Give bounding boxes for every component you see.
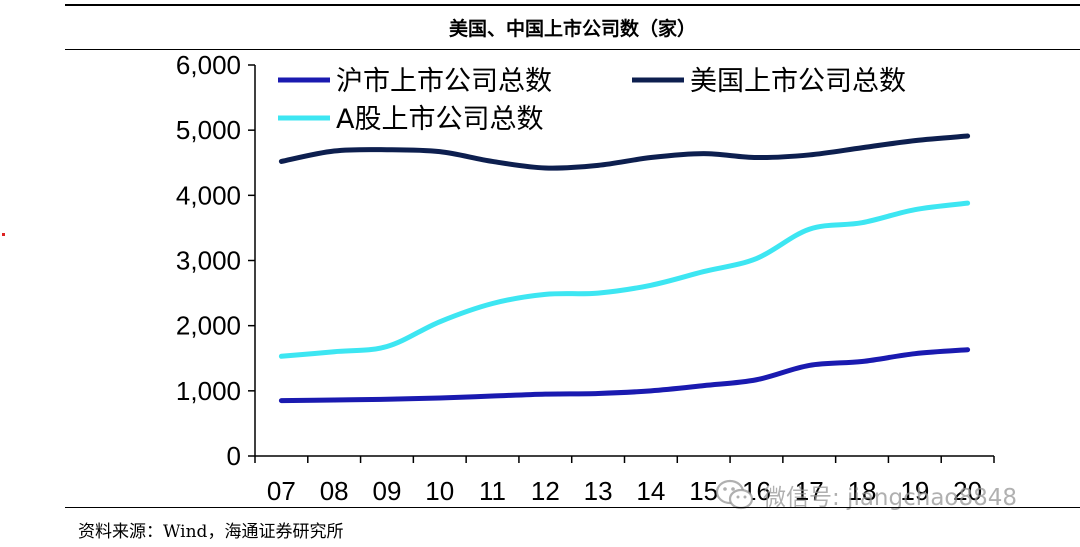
- x-tick-label: 08: [320, 476, 349, 506]
- chart-title: 美国、中国上市公司数（家）: [448, 18, 696, 40]
- y-tick-label: 5,000: [176, 115, 241, 145]
- x-tick-label: 07: [267, 476, 296, 506]
- y-tick-label: 2,000: [176, 311, 241, 341]
- x-tick-label: 19: [900, 476, 929, 506]
- x-tick-label: 18: [848, 476, 877, 506]
- stray-mark: [2, 233, 5, 236]
- y-tick-label: 1,000: [176, 376, 241, 406]
- bottom-divider: [65, 507, 1080, 508]
- x-tick-label: 11: [479, 476, 506, 506]
- x-tick-label: 20: [953, 476, 982, 506]
- x-tick-label: 17: [795, 476, 824, 506]
- title-divider: [65, 49, 1080, 50]
- series-line-3: [278, 200, 971, 359]
- x-tick-label: 14: [636, 476, 665, 506]
- y-tick-label: 0: [227, 441, 241, 471]
- y-tick-label: 6,000: [176, 50, 241, 80]
- top-border: [65, 4, 1080, 6]
- chart-axes: 0 1,000 2,000 3,000 4,000 5,000 6,000 07 08 09 10 1…: [176, 50, 995, 506]
- legend-label: A股上市公司总数: [336, 104, 543, 135]
- x-tick-label: 09: [373, 476, 402, 506]
- x-tick-label: 10: [425, 476, 454, 506]
- x-tick-label: 12: [531, 476, 560, 506]
- series-line-1: [278, 347, 971, 404]
- x-tick-label: 13: [584, 476, 613, 506]
- chart-legend: 沪市上市公司总数 美国上市公司总数 A股上市公司总数: [278, 66, 906, 135]
- watermark: 微信号: jiangchao8848: [715, 478, 1017, 512]
- series-line-2: [278, 133, 971, 171]
- x-tick-label: 15: [689, 476, 718, 506]
- y-tick-label: 3,000: [176, 246, 241, 276]
- source-note: 资料来源：Wind，海通证券研究所: [78, 522, 344, 542]
- legend-label: 美国上市公司总数: [690, 66, 906, 97]
- chart-series: [278, 133, 971, 404]
- watermark-text: 微信号: jiangchao8848: [763, 485, 1018, 511]
- legend-label: 沪市上市公司总数: [336, 66, 552, 97]
- y-tick-label: 4,000: [176, 180, 241, 210]
- wechat-icon: [715, 479, 754, 510]
